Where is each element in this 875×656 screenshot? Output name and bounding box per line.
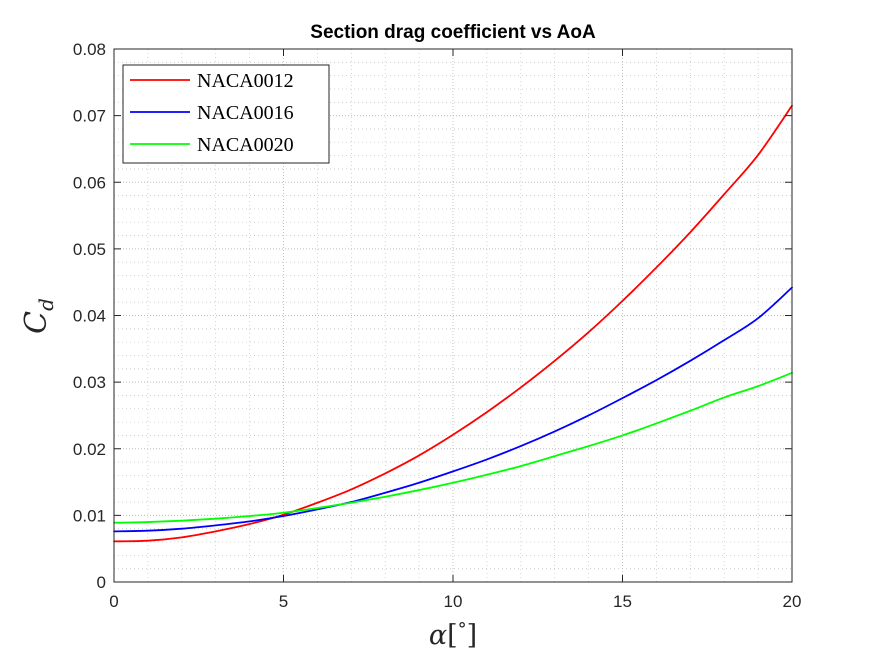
legend-label-naca0020: NACA0020 [197, 134, 294, 156]
y-tick-label: 0.05 [73, 240, 106, 259]
y-tick-label: 0 [97, 573, 106, 592]
y-tick-label: 0.07 [73, 107, 106, 126]
legend-box [122, 64, 330, 164]
x-axis-label-bracket-close: ] [467, 620, 478, 651]
y-tick-label: 0.06 [73, 173, 106, 192]
x-tick-label: 20 [783, 592, 802, 611]
y-tick-label: 0.01 [73, 506, 106, 525]
series-line-naca0020 [113, 371, 793, 524]
series-layer [113, 104, 793, 543]
x-tick-labels: 0 5 10 15 20 [109, 592, 801, 611]
x-tick-label: 10 [444, 592, 463, 611]
x-axis-label-bracket-open: [ [447, 620, 458, 651]
y-tick-label: 0.08 [73, 40, 106, 59]
x-axis-label: α[°] [429, 619, 477, 651]
y-tick-label: 0.04 [73, 307, 106, 326]
y-axis-label-subscript: d [34, 298, 58, 311]
legend-label-naca0016: NACA0016 [197, 102, 294, 124]
chart-title: Section drag coefficient vs AoA [310, 22, 596, 43]
ticks [113, 48, 793, 583]
y-axis-label-main: C [19, 311, 54, 334]
series-line-naca0016 [113, 286, 793, 533]
y-axis-label: Cd [19, 298, 58, 334]
legend: NACA0012 NACA0016 NACA0020 [122, 64, 330, 164]
x-axis-label-unit: ° [458, 619, 467, 640]
y-tick-label: 0.02 [73, 440, 106, 459]
x-axis-label-main: α [429, 620, 447, 651]
major-grid [114, 49, 792, 582]
legend-label-naca0012: NACA0012 [197, 70, 294, 92]
series-line-naca0012 [113, 104, 793, 543]
x-tick-label: 5 [279, 592, 288, 611]
x-tick-label: 15 [613, 592, 632, 611]
y-tick-label: 0.03 [73, 373, 106, 392]
y-tick-labels: 0 0.01 0.02 0.03 0.04 0.05 0.06 0.07 0.08 [73, 40, 106, 592]
x-tick-label: 0 [109, 592, 118, 611]
